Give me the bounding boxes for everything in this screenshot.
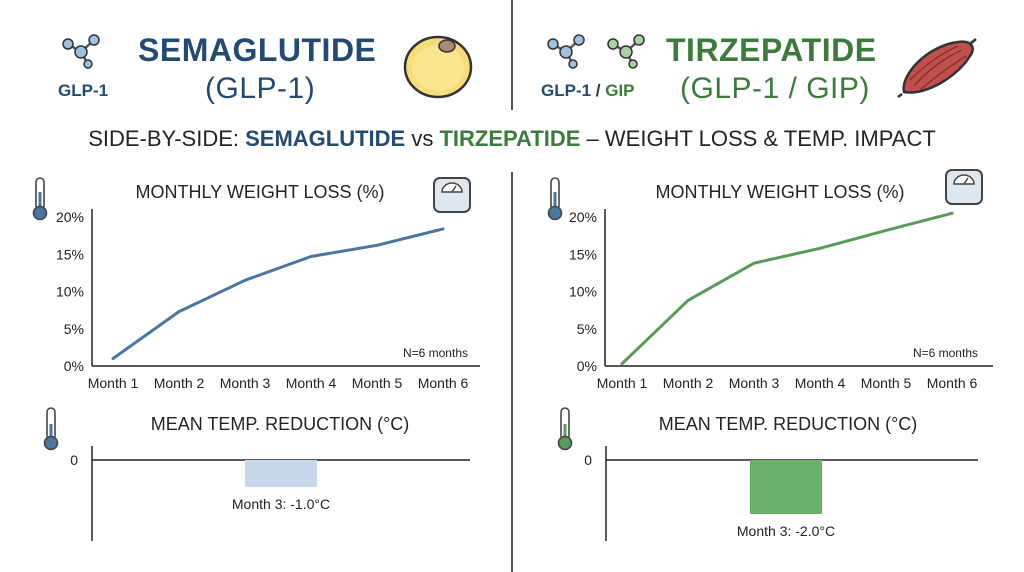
x-tick-label: Month 3 bbox=[729, 375, 780, 391]
receptor-label-glp1: GLP-1 bbox=[541, 81, 592, 100]
x-tick-label: Month 3 bbox=[220, 375, 271, 391]
headline-drug-a: SEMAGLUTIDE bbox=[245, 126, 406, 151]
data-point bbox=[950, 211, 954, 215]
series-line bbox=[111, 227, 445, 361]
data-point bbox=[686, 298, 690, 302]
data-point bbox=[884, 228, 888, 232]
data-point bbox=[620, 362, 624, 366]
x-tick-label: Month 5 bbox=[352, 375, 403, 391]
drug-name-semaglutide: SEMAGLUTIDE bbox=[138, 32, 377, 68]
y-tick-label: 10% bbox=[569, 284, 597, 300]
tirz-weight-line-chart: 0% 5% 10% 15% 20% Month 1 Month 2 Month 3 Month … bbox=[569, 209, 993, 391]
chart-title-tirz-temp: MEAN TEMP. REDUCTION (°C) bbox=[658, 414, 918, 434]
bar-data-label: Month 3: -2.0°C bbox=[737, 523, 835, 539]
headline-prefix: SIDE-BY-SIDE: bbox=[88, 126, 246, 151]
x-tick-label: Month 1 bbox=[88, 375, 139, 391]
tirz-temp-bar-chart: 0 Month 3: -2.0°C bbox=[584, 446, 978, 541]
receptor-separator: / bbox=[591, 81, 606, 100]
chart-title-tirz-weight: MONTHLY WEIGHT LOSS (%) bbox=[655, 182, 905, 202]
bathroom-scale-icon bbox=[945, 169, 983, 205]
x-tick-label: Month 6 bbox=[418, 375, 469, 391]
x-tick-label: Month 2 bbox=[154, 375, 205, 391]
y-tick-label: 0% bbox=[64, 358, 84, 374]
panel-divider-top bbox=[511, 0, 513, 110]
receptor-label-glp1-gip: GLP-1 / GIP bbox=[541, 81, 635, 101]
data-point bbox=[111, 357, 115, 361]
sema-temp-bar-chart: 0 Month 3: -1.0°C bbox=[70, 446, 470, 541]
y-tick-label: 15% bbox=[569, 246, 597, 262]
y-tick-label: 10% bbox=[56, 284, 84, 300]
molecule-icon bbox=[547, 34, 585, 69]
chart-title-sema-temp: MEAN TEMP. REDUCTION (°C) bbox=[150, 414, 410, 434]
panel-divider-bottom bbox=[511, 172, 513, 572]
data-point bbox=[752, 261, 756, 265]
y-tick-label: 0 bbox=[584, 452, 592, 468]
data-point bbox=[309, 254, 313, 258]
page-headline: SIDE-BY-SIDE: SEMAGLUTIDE vs TIRZEPATIDE… bbox=[0, 126, 1024, 152]
x-tick-label: Month 5 bbox=[861, 375, 912, 391]
receptor-label-glp1: GLP-1 bbox=[58, 81, 109, 100]
headline-suffix: – WEIGHT LOSS & TEMP. IMPACT bbox=[580, 126, 936, 151]
y-tick-label: 5% bbox=[64, 321, 84, 337]
molecule-icon bbox=[607, 34, 645, 69]
x-tick-label: Month 4 bbox=[286, 375, 337, 391]
temp-bar bbox=[245, 460, 317, 487]
drug-class-tirzepatide: (GLP-1 / GIP) bbox=[680, 72, 870, 105]
data-point bbox=[818, 246, 822, 250]
sema-weight-line-chart: 0% 5% 10% 15% 20% Month 1 Month 2 Month 3 Month … bbox=[56, 209, 480, 391]
muscle-icon bbox=[897, 38, 977, 98]
series-line bbox=[620, 211, 954, 366]
chart-annotation: N=6 months bbox=[403, 346, 468, 360]
thermometer-icon bbox=[43, 407, 59, 451]
molecule-icon bbox=[62, 34, 100, 69]
chart-title-sema-weight: MONTHLY WEIGHT LOSS (%) bbox=[135, 182, 385, 202]
data-point bbox=[243, 278, 247, 282]
y-tick-label: 5% bbox=[577, 321, 597, 337]
x-tick-label: Month 2 bbox=[663, 375, 714, 391]
chart-annotation: N=6 months bbox=[913, 346, 978, 360]
thermometer-icon bbox=[547, 177, 563, 221]
y-tick-label: 0% bbox=[577, 358, 597, 374]
drug-name-tirzepatide: TIRZEPATIDE bbox=[666, 32, 877, 68]
y-tick-label: 15% bbox=[56, 246, 84, 262]
x-tick-label: Month 1 bbox=[597, 375, 648, 391]
x-tick-label: Month 6 bbox=[927, 375, 978, 391]
thermometer-icon bbox=[557, 407, 573, 451]
data-point bbox=[441, 227, 445, 231]
y-tick-label: 0 bbox=[70, 452, 78, 468]
y-tick-label: 20% bbox=[569, 209, 597, 225]
fat-cell-icon bbox=[403, 35, 473, 99]
bathroom-scale-icon bbox=[433, 177, 471, 213]
y-tick-label: 20% bbox=[56, 209, 84, 225]
headline-mid: vs bbox=[405, 126, 440, 151]
receptor-label-gip: GIP bbox=[605, 81, 635, 100]
temp-bar bbox=[750, 460, 822, 514]
headline-drug-b: TIRZEPATIDE bbox=[439, 126, 581, 151]
x-tick-label: Month 4 bbox=[795, 375, 846, 391]
data-point bbox=[375, 243, 379, 247]
drug-class-semaglutide: (GLP-1) bbox=[205, 72, 316, 105]
bar-data-label: Month 3: -1.0°C bbox=[232, 496, 330, 512]
thermometer-icon bbox=[32, 177, 48, 221]
data-point bbox=[177, 310, 181, 314]
